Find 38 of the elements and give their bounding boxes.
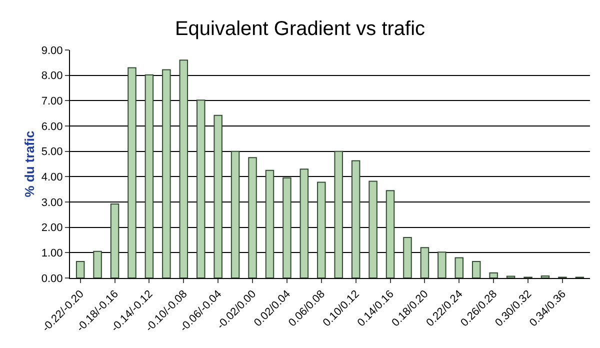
bar [144, 74, 154, 278]
bar [368, 180, 378, 278]
bar [454, 257, 464, 278]
bar [489, 272, 498, 278]
bar [403, 236, 412, 278]
y-tick-label: 1.00 [41, 248, 63, 260]
bar [214, 114, 222, 278]
y-tick-label: 8.00 [41, 70, 63, 82]
bar [76, 261, 85, 278]
y-tick-label: 5.00 [41, 146, 63, 158]
bar [93, 250, 102, 278]
y-tick-label: 3.00 [41, 196, 63, 209]
y-tick-label: 9.00 [41, 44, 63, 57]
bar [386, 190, 395, 278]
y-tick-label: 2.00 [41, 222, 63, 234]
bar [230, 150, 240, 278]
y-tick-label: 0.00 [41, 272, 63, 285]
bar [196, 100, 206, 278]
bar [472, 261, 481, 278]
bar [300, 168, 309, 278]
bar [351, 160, 360, 278]
bar [162, 69, 171, 278]
bar [110, 204, 120, 278]
y-axis-title: % du trafic [22, 130, 37, 198]
bar [334, 150, 343, 278]
y-tick-label: 4.00 [41, 172, 63, 184]
y-tick-label: 6.00 [41, 120, 63, 133]
bar [282, 177, 292, 278]
bar [265, 170, 274, 278]
bar [317, 182, 326, 278]
bar [128, 67, 136, 278]
bar [179, 60, 188, 278]
bar [420, 247, 430, 278]
chart-title: Equivalent Gradient vs trafic [174, 18, 426, 40]
bar [438, 252, 446, 278]
bar [540, 275, 550, 278]
y-tick-label: 7.00 [41, 96, 63, 108]
bar [248, 157, 257, 278]
